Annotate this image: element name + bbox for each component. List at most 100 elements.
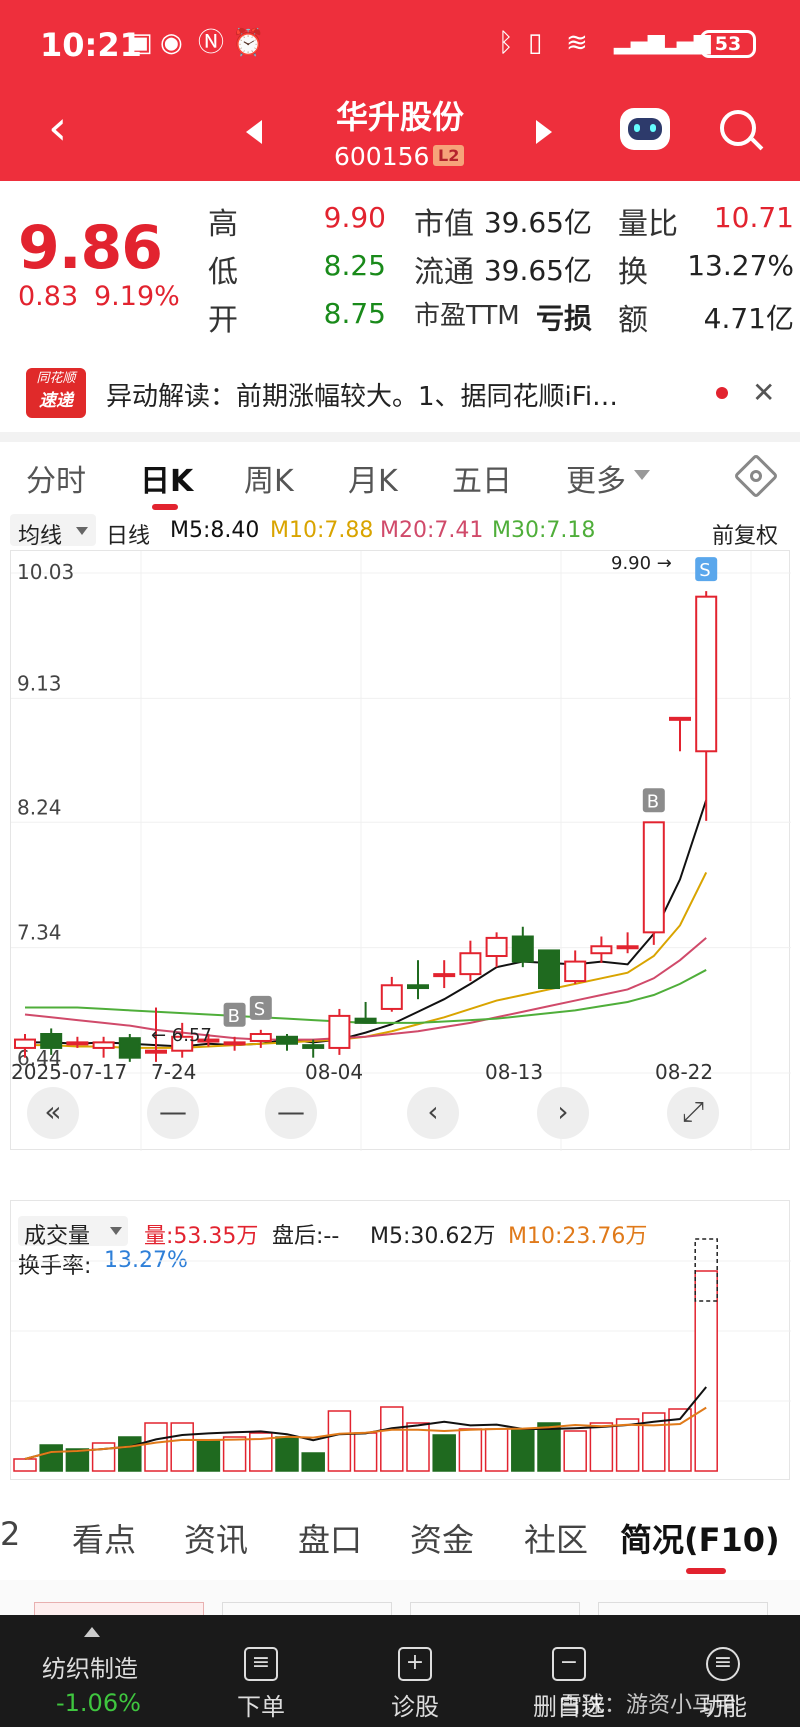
candle-body (433, 973, 456, 978)
candle-body (66, 1041, 89, 1046)
high-marker-label: 9.90 → (611, 553, 672, 574)
low-value: 8.25 (323, 249, 386, 282)
tab-community[interactable]: 社区 (524, 1521, 589, 1559)
trade-mark-s (695, 557, 718, 582)
kline-chart[interactable]: 10.03 9.13 8.24 7.34 6.44 9.90 → ← 6.57 B S B S 202… (10, 550, 791, 1151)
volume-value: 量:53.35万 (144, 1224, 259, 1249)
tab-weekly-k[interactable]: 周K (244, 464, 294, 499)
high-value: 9.90 (323, 201, 386, 234)
back-icon[interactable]: ‹ (48, 100, 68, 156)
tab-monthly-k[interactable]: 月K (348, 464, 398, 499)
chevron-up-icon[interactable] (84, 1627, 100, 1637)
current-price: 9.86 (18, 213, 163, 283)
tab-daily-k[interactable]: 日K (140, 464, 194, 499)
high-label: 高 (208, 207, 238, 242)
volume-bar (353, 1432, 378, 1472)
vol-m5-value: M5:30.62万 (370, 1224, 496, 1249)
unread-dot (716, 387, 728, 399)
tab-highlights[interactable]: 看点 (72, 1521, 137, 1559)
next-stock-icon[interactable] (536, 120, 552, 144)
candle-body (485, 936, 508, 958)
after-hours-value: 盘后:-- (272, 1224, 340, 1249)
content-peek (0, 1580, 800, 1616)
nav-diagnose[interactable]: + 诊股 (360, 1647, 470, 1722)
robot-assistant-icon[interactable] (620, 108, 670, 150)
settings-icon[interactable] (733, 453, 779, 499)
volume-chart[interactable] (10, 1200, 791, 1480)
nav-functions[interactable]: ≡ 功能 (668, 1647, 778, 1722)
trade-mark-label: B (228, 1006, 240, 1027)
candle-body (92, 1041, 115, 1049)
zoom-in-button[interactable]: — (265, 1087, 317, 1139)
status-bar: 10:21 ▣ ◉ Ⓝ ⏰ ᛒ ▯ ≋ ▂▄▆ ▂▄▆ 53 (0, 0, 800, 90)
stock-name: 华升股份 (335, 98, 464, 136)
volratio-value: 10.71 (713, 201, 794, 234)
tab-more[interactable]: 更多 (566, 464, 626, 499)
next-candle-button[interactable]: › (537, 1087, 589, 1139)
chevron-down-icon (76, 527, 88, 535)
tab-partial[interactable]: 2 (0, 1515, 21, 1553)
turnover-rate-label: 换手率: (18, 1254, 92, 1279)
x-tick-label: 08-13 (485, 1060, 543, 1084)
trade-mark-label: B (647, 791, 659, 812)
wifi-icon: ≋ (566, 28, 588, 58)
y-tick-label: 7.34 (17, 921, 62, 945)
ma30-value: M30:7.18 (492, 518, 596, 543)
period-label: 日线 (106, 524, 151, 549)
tab-funds[interactable]: 资金 (410, 1521, 475, 1559)
sector-change: -1.06% (56, 1689, 141, 1717)
tab-intraday[interactable]: 分时 (26, 464, 86, 499)
volume-bar (13, 1458, 37, 1472)
volume-bar (196, 1440, 221, 1472)
candle-body (538, 949, 560, 990)
zoom-out-button[interactable]: — (147, 1087, 199, 1139)
signal-icon: ▂▄▆ (614, 30, 665, 55)
search-icon[interactable] (720, 110, 764, 151)
trade-mark-b (642, 788, 665, 813)
volume-svg (11, 1238, 791, 1472)
candle-body (407, 984, 429, 990)
pe-value: 亏损 (535, 302, 592, 335)
ma10-value: M10:7.88 (270, 518, 374, 543)
remove-icon: − (552, 1647, 586, 1681)
candle-body (118, 1037, 141, 1059)
vol-ma10-line (24, 1406, 707, 1460)
close-icon[interactable]: ✕ (752, 376, 776, 409)
ma-line-m20 (24, 937, 707, 1041)
candle-body (642, 821, 665, 934)
candle-body (145, 1049, 167, 1054)
candle-body (249, 1033, 272, 1042)
candle-body (223, 1041, 246, 1046)
candle-body (590, 945, 613, 955)
chevron-down-icon (634, 470, 650, 480)
prev-stock-icon[interactable] (246, 120, 262, 144)
nav-remove-watchlist[interactable]: − 删自选 (514, 1647, 624, 1722)
active-tab-indicator (152, 504, 178, 510)
tab-five-day[interactable]: 五日 (452, 464, 512, 499)
tab-f10[interactable]: 简况(F10) (620, 1521, 780, 1559)
ma-select[interactable]: 均线 (10, 514, 96, 549)
volume-bar (144, 1422, 168, 1472)
volratio-label: 量比 (618, 207, 678, 242)
mktcap-label: 市值 (414, 207, 474, 242)
projected-volume-box (694, 1238, 718, 1302)
candle-body (459, 952, 482, 976)
price-change-pct: 9.19% (94, 281, 180, 312)
divider (0, 432, 800, 442)
nav-order[interactable]: ≡ 下单 (206, 1647, 316, 1722)
fullscreen-button[interactable]: ⤢ (667, 1087, 719, 1139)
x-tick-label: 2025-07-17 (11, 1060, 127, 1084)
sector-name[interactable]: 纺织制造 (42, 1655, 138, 1683)
volume-select[interactable]: 成交量 (18, 1216, 128, 1249)
nfc-icon: Ⓝ (198, 28, 225, 58)
prev-candle-button[interactable]: ‹ (407, 1087, 459, 1139)
level2-badge[interactable]: L2 (433, 145, 465, 166)
tab-orderbook[interactable]: 盘口 (298, 1521, 363, 1559)
tab-news[interactable]: 资讯 (184, 1521, 249, 1559)
news-banner[interactable]: 同花顺 速递 异动解读：前期涨幅较大。1、据同花顺iFi… ✕ (0, 356, 800, 432)
rewind-button[interactable]: « (27, 1087, 79, 1139)
adjust-mode[interactable]: 前复权 (712, 524, 779, 549)
volume-bar (694, 1270, 718, 1472)
y-tick-label: 10.03 (17, 560, 74, 584)
